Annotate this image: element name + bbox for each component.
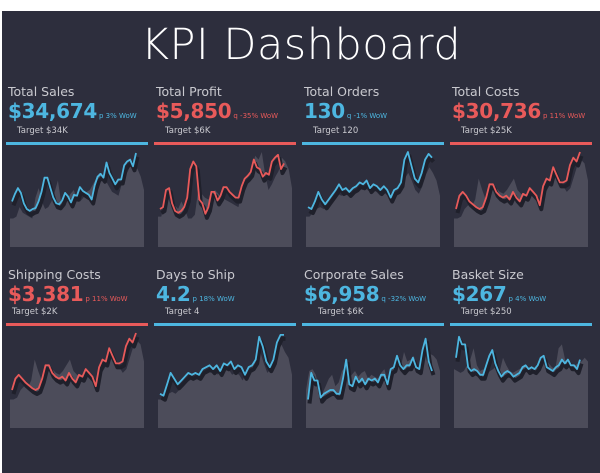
kpi-name: Basket Size (452, 267, 524, 282)
sparkline-line (11, 152, 137, 212)
sparkline-shadow (455, 338, 584, 383)
kpi-value: $3,381 (8, 282, 84, 306)
kpi-target: Target $6K (165, 126, 211, 136)
kpi-target: Target $2K (12, 307, 58, 317)
sparkline-shadow (307, 340, 436, 404)
kpi-value: $30,736 (452, 99, 541, 123)
sparkline-line (11, 332, 137, 391)
kpi-status-bar (6, 142, 148, 145)
kpi-value: $6,958 (304, 282, 380, 306)
sparkline-line (307, 151, 433, 210)
sparkline-line (307, 337, 433, 400)
kpi-status-bar (6, 323, 148, 326)
kpi-value: 4.2 (156, 282, 191, 306)
sparkline-area (454, 344, 588, 428)
kpi-target: Target $34K (17, 126, 68, 136)
kpi-name: Corporate Sales (304, 267, 404, 282)
sparkline-chart (10, 152, 144, 247)
kpi-wow-change: p 4% WoW (508, 295, 547, 303)
kpi-wow-change: q -35% WoW (233, 112, 279, 120)
sparkline-chart (158, 334, 292, 428)
kpi-wow-change: q -32% WoW (381, 295, 427, 303)
kpi-target: Target $250 (461, 307, 512, 317)
kpi-target: Target $6K (318, 307, 364, 317)
kpi-wow-change: p 11% WoW (85, 295, 128, 303)
sparkline-area (10, 163, 144, 247)
sparkline-area (158, 152, 292, 247)
sparkline-shadow (455, 155, 584, 215)
sparkline-line (455, 335, 581, 378)
kpi-wow-change: p 11% WoW (543, 112, 586, 120)
sparkline-chart (454, 335, 588, 428)
kpi-value: $5,850 (156, 99, 232, 123)
kpi-target: Target $25K (461, 126, 512, 136)
sparkline-shadow (11, 336, 140, 396)
kpi-status-bar (154, 142, 296, 145)
sparkline-shadow (160, 156, 288, 220)
kpi-name: Total Profit (156, 84, 222, 99)
sparkline-line (159, 153, 285, 215)
sparkline-line (159, 334, 284, 397)
kpi-status-bar (302, 142, 444, 145)
dashboard-panel: KPI Dashboard Total Sales $34,674 p 3% Wo… (2, 11, 600, 473)
kpi-value: 130 (304, 99, 345, 123)
kpi-target: Target 120 (313, 126, 359, 136)
sparkline-chart (158, 152, 292, 247)
sparkline-line (455, 151, 581, 210)
kpi-name: Total Costs (452, 84, 520, 99)
kpi-value: $267 (452, 282, 507, 306)
sparkline-chart (306, 151, 440, 247)
kpi-value: $34,674 (8, 99, 97, 123)
kpi-status-bar (302, 323, 444, 326)
kpi-name: Days to Ship (156, 267, 235, 282)
kpi-name: Shipping Costs (8, 267, 101, 282)
sparkline-chart (10, 332, 144, 428)
sparkline-area (158, 344, 292, 428)
kpi-status-bar (450, 142, 592, 145)
dashboard-title: KPI Dashboard (140, 20, 462, 70)
kpi-target: Target 4 (165, 307, 200, 317)
kpi-name: Total Orders (304, 84, 380, 99)
kpi-status-bar (450, 323, 592, 326)
sparkline-chart (454, 151, 588, 247)
sparkline-area (306, 167, 440, 247)
kpi-wow-change: p 3% WoW (99, 112, 137, 120)
sparkline-chart (306, 337, 440, 428)
kpi-status-bar (154, 323, 296, 326)
kpi-wow-change: q -1% WoW (346, 112, 388, 120)
kpi-wow-change: p 18% WoW (192, 295, 235, 303)
kpi-name: Total Sales (8, 84, 75, 99)
sparkline-shadow (11, 156, 140, 217)
